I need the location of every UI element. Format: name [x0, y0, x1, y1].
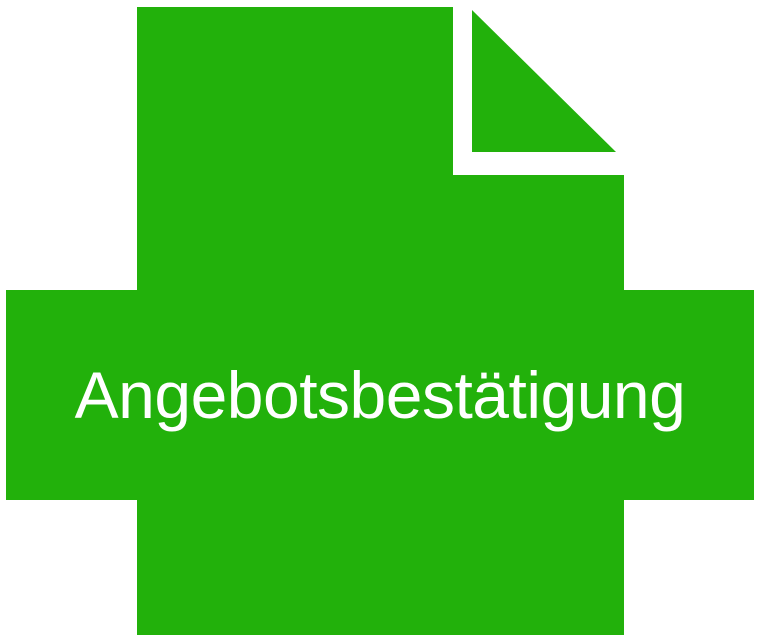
document-page-shape	[6, 7, 754, 635]
document-label: Angebotsbestätigung	[74, 358, 686, 432]
folded-corner-shape	[472, 10, 616, 152]
